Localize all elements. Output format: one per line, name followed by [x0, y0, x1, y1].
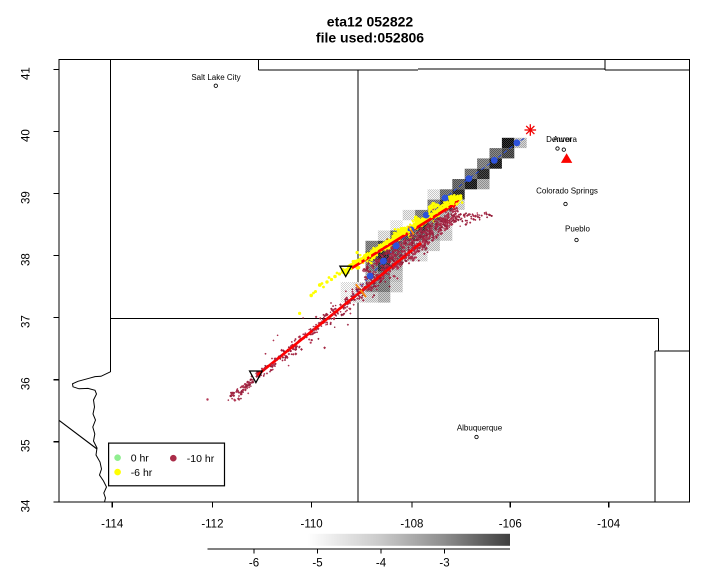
- svg-text:Aurora: Aurora: [553, 135, 578, 144]
- svg-text:-110: -110: [301, 519, 323, 531]
- svg-text:Albuquerque: Albuquerque: [457, 424, 503, 433]
- svg-text:Colorado Springs: Colorado Springs: [536, 187, 598, 196]
- svg-text:Denver: Denver: [546, 135, 572, 144]
- svg-text:40: 40: [21, 129, 33, 142]
- svg-text:Pueblo: Pueblo: [565, 225, 590, 234]
- svg-text:Salt Lake City: Salt Lake City: [191, 73, 240, 82]
- svg-text:-114: -114: [101, 519, 124, 531]
- svg-text:39: 39: [21, 191, 33, 204]
- svg-text:-5: -5: [312, 558, 322, 570]
- svg-text:35: 35: [21, 439, 33, 452]
- svg-text:38: 38: [21, 253, 33, 266]
- svg-text:36: 36: [21, 377, 33, 390]
- svg-text:-112: -112: [201, 519, 223, 531]
- svg-text:file used:052806: file used:052806: [316, 29, 424, 45]
- svg-text:-104: -104: [597, 519, 621, 531]
- svg-text:-10 hr: -10 hr: [187, 453, 215, 465]
- svg-text:-3: -3: [439, 558, 449, 570]
- svg-text:-108: -108: [400, 519, 423, 531]
- svg-text:37: 37: [21, 315, 33, 328]
- svg-text:-6 hr: -6 hr: [131, 467, 153, 479]
- svg-text:34: 34: [21, 499, 33, 512]
- svg-text:eta12 052822: eta12 052822: [327, 13, 414, 29]
- svg-text:-106: -106: [499, 519, 522, 531]
- svg-text:-4: -4: [376, 558, 387, 570]
- svg-text:41: 41: [21, 67, 33, 80]
- svg-text:-6: -6: [249, 558, 259, 570]
- svg-text:0 hr: 0 hr: [131, 453, 150, 465]
